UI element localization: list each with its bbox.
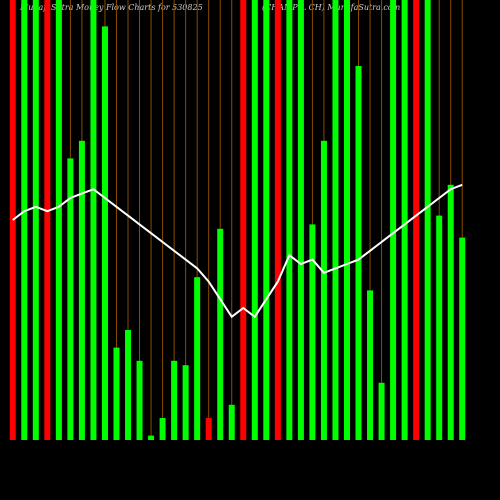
bar [424,0,431,440]
bar [217,228,224,440]
bar [67,158,74,440]
bar [367,290,374,440]
chart-title: MunafaSutra Money Flow Charts for 530825 [19,3,203,12]
bar [113,347,120,440]
bar [332,0,339,440]
bar [355,66,362,440]
bar [194,277,201,440]
bar [401,0,408,440]
bar [251,0,258,440]
bar [32,0,39,440]
flow-line [12,183,463,319]
bar [148,435,155,440]
bar [378,382,385,440]
bar [240,0,247,440]
bar [101,26,108,441]
bar [136,360,143,440]
bar [413,0,420,440]
bar [228,404,235,440]
bar [159,418,166,440]
bar [55,0,62,440]
bar [21,0,28,440]
bar [205,418,212,440]
bar [263,0,270,440]
bar [297,0,304,440]
bar [447,184,454,440]
bar [309,224,316,440]
bar [459,237,466,440]
bar [44,0,51,440]
bar [125,330,132,440]
bar [182,365,189,440]
bar [343,0,350,440]
bar [286,0,293,440]
bar [390,0,397,440]
bar [78,140,85,441]
bar [320,140,327,441]
bar [274,0,281,440]
bar [90,0,97,440]
chart-subtitle: (CHAMPIL CH) MunafaSutra.com [262,3,401,12]
bar [171,360,178,440]
bar [436,215,443,440]
